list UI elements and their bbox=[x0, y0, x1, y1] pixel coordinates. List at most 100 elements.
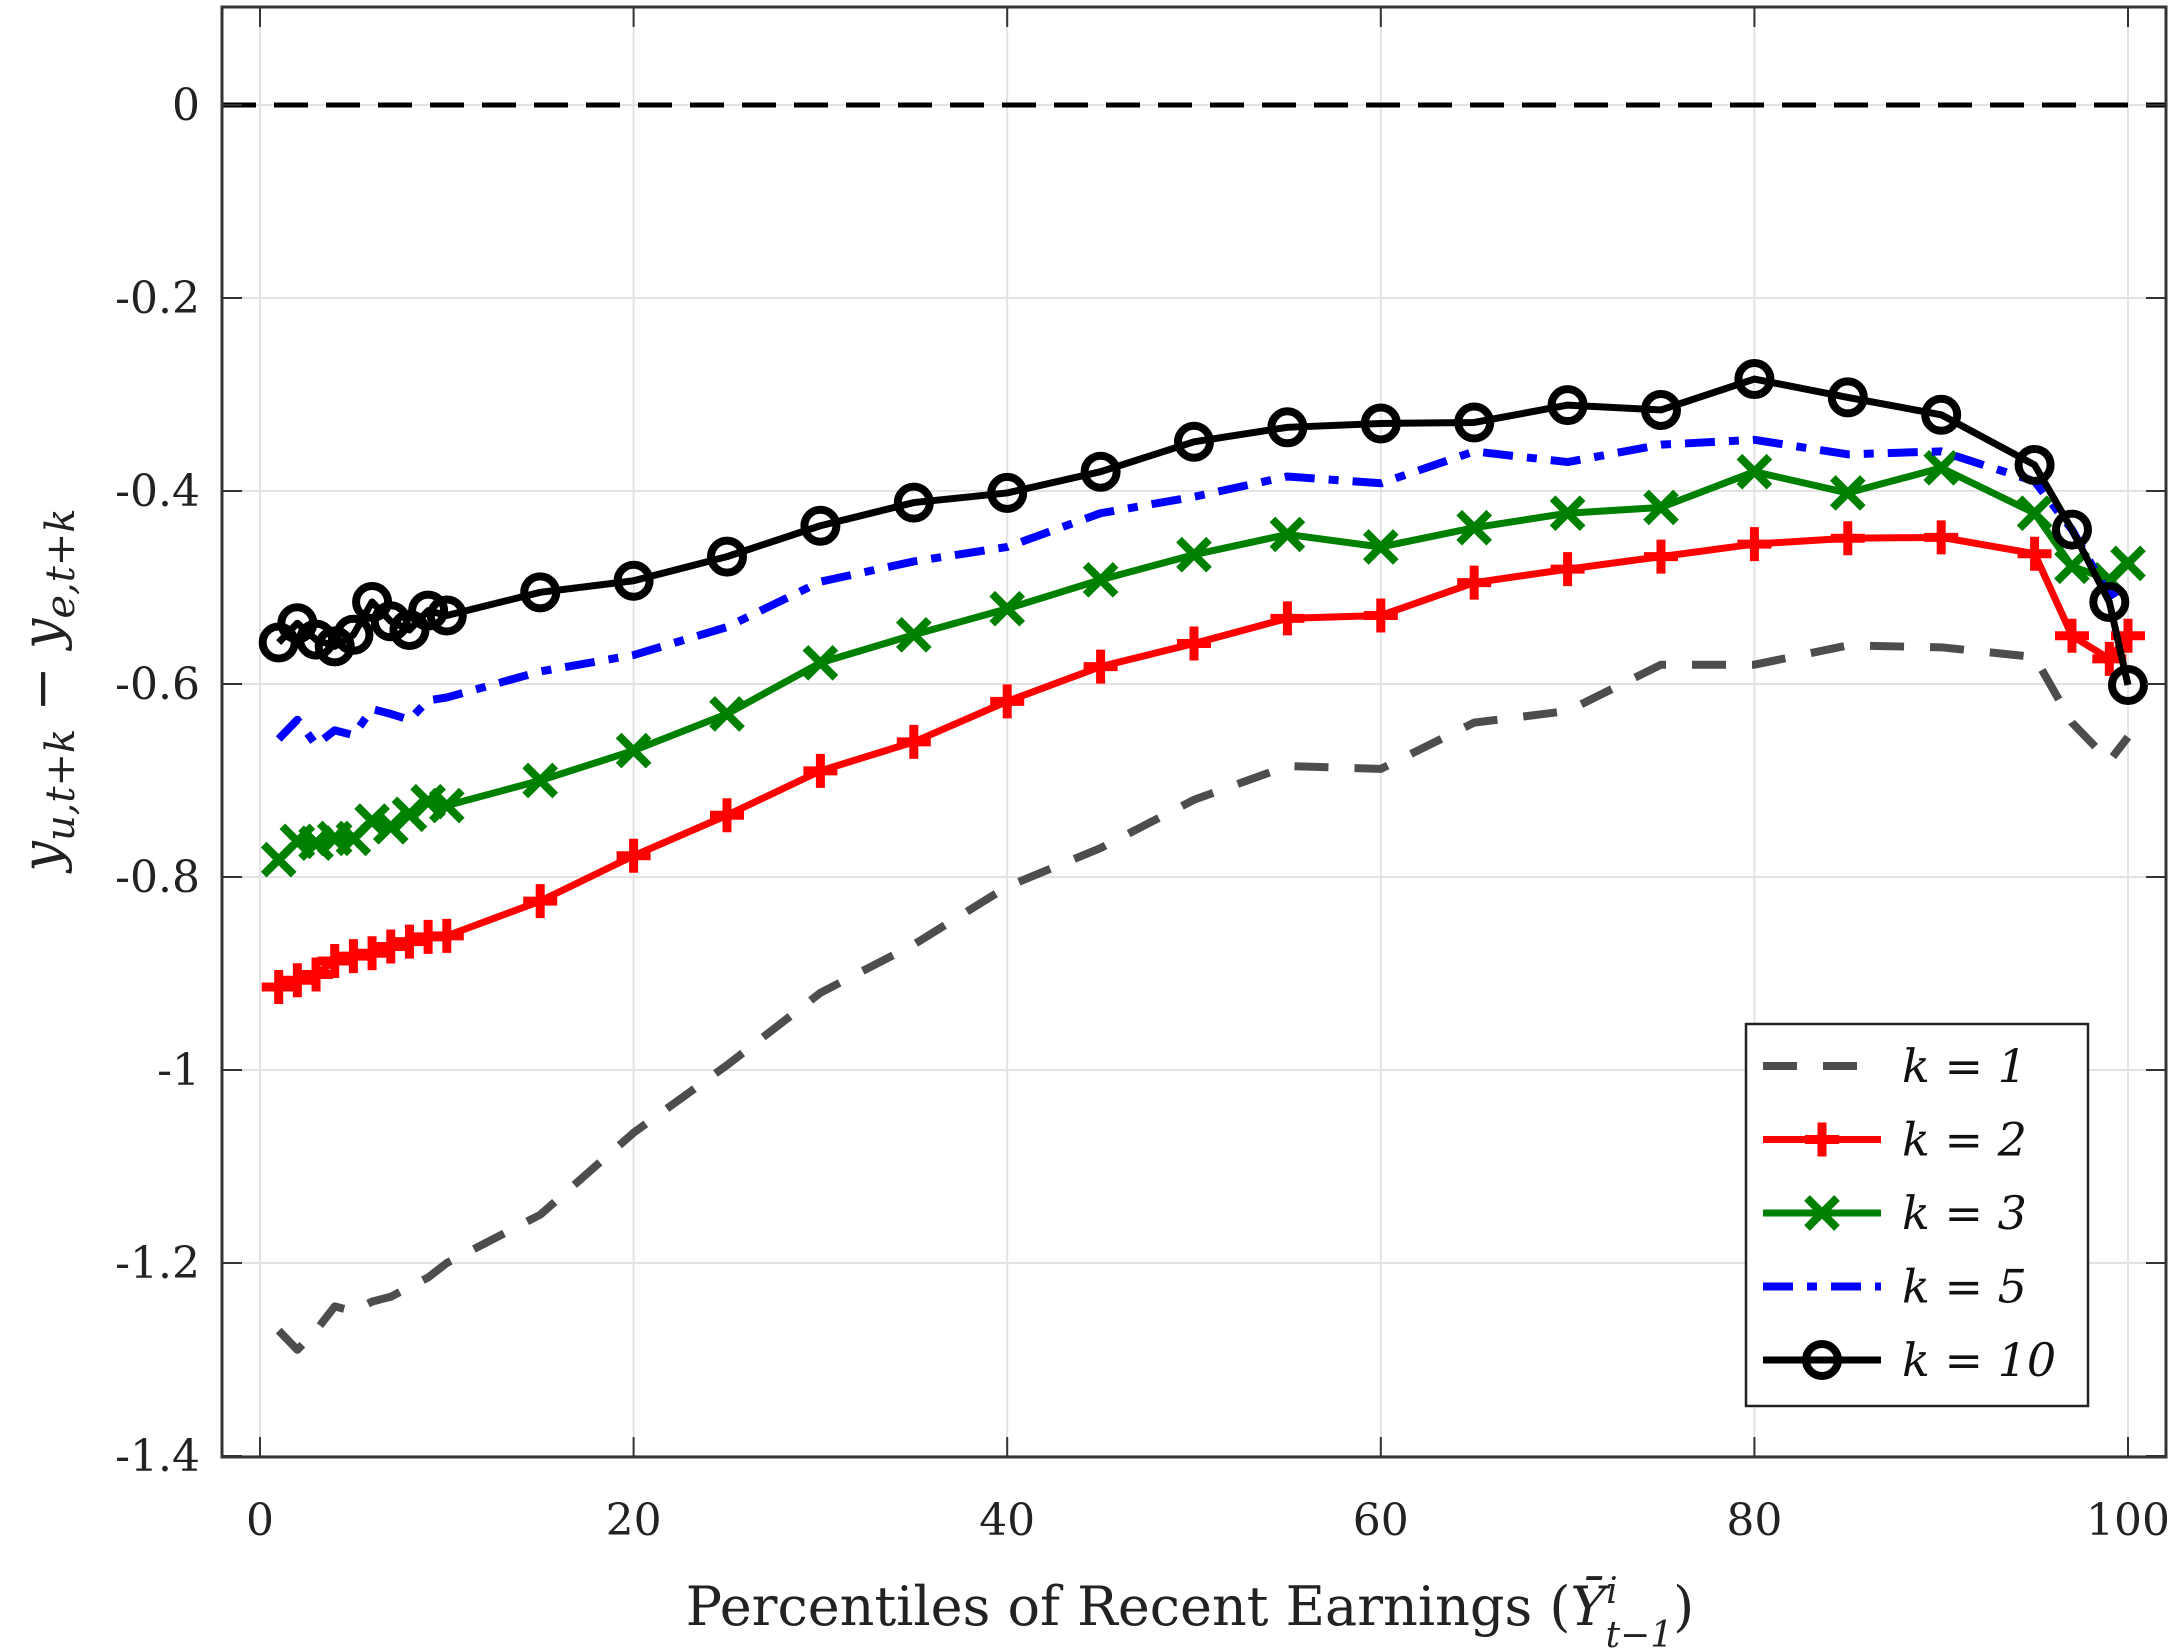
plus-marker bbox=[1270, 601, 1305, 636]
plus-marker bbox=[803, 753, 838, 788]
x-tick-label: 20 bbox=[606, 1495, 662, 1546]
y-tick-label: 0 bbox=[172, 80, 200, 131]
x-marker bbox=[391, 796, 428, 833]
plus-marker bbox=[429, 918, 464, 953]
plus-marker bbox=[1924, 520, 1959, 555]
plus-marker bbox=[710, 798, 744, 833]
plus-marker bbox=[1457, 565, 1492, 600]
x-marker bbox=[372, 808, 409, 845]
x-marker bbox=[1923, 450, 1960, 486]
circle-marker bbox=[520, 572, 561, 613]
circle-marker bbox=[1641, 389, 1681, 430]
plus-marker bbox=[355, 936, 390, 971]
plot-frame bbox=[220, 5, 2168, 1459]
plus-marker bbox=[392, 924, 427, 959]
x-marker bbox=[1829, 475, 1866, 511]
x-marker bbox=[522, 762, 559, 799]
ticks: 0 20 40 60 80 100 0 -0.2 -0.4 -0.6 -0.8 -1 -1.2 -1.4 bbox=[115, 7, 2170, 1546]
y-tick-label: -1.2 bbox=[115, 1238, 200, 1289]
plus-marker bbox=[373, 929, 408, 964]
legend-label: k = 3 bbox=[1902, 1186, 2027, 1240]
legend: k = 1 k = 2 k = 3 k = 5 k = 10 bbox=[1744, 1022, 2090, 1408]
circle-marker bbox=[2089, 581, 2130, 622]
plus-marker bbox=[1363, 598, 1398, 633]
plus-marker bbox=[261, 970, 296, 1005]
legend-label: k = 2 bbox=[1902, 1113, 2027, 1167]
series-k2 bbox=[261, 520, 2145, 1005]
x-marker bbox=[1269, 516, 1306, 553]
circle-marker bbox=[426, 595, 467, 636]
series-k10 bbox=[258, 359, 2148, 705]
legend-item: k = 2 bbox=[1763, 1113, 2027, 1167]
x-marker bbox=[1176, 536, 1212, 573]
series-k1 bbox=[275, 641, 2132, 1354]
x-marker bbox=[1549, 495, 1586, 532]
x-marker bbox=[428, 787, 465, 824]
plus-marker bbox=[990, 684, 1025, 719]
x-axis-label: Percentiles of Recent Earnings (Ȳi t−1) bbox=[686, 1571, 1694, 1652]
plus-marker bbox=[1083, 649, 1118, 684]
x-tick-label: 100 bbox=[2086, 1495, 2170, 1546]
legend-item: k = 10 bbox=[1763, 1333, 2056, 1387]
x-tick-label: 40 bbox=[979, 1495, 1035, 1546]
y-tick-label: -0.8 bbox=[115, 852, 200, 903]
series-line bbox=[277, 533, 2131, 991]
x-marker bbox=[1456, 509, 1493, 546]
legend-item: k = 5 bbox=[1763, 1260, 2027, 1314]
circle-marker bbox=[987, 472, 1028, 513]
circle-marker bbox=[1080, 451, 1121, 492]
circle-marker bbox=[1827, 377, 1868, 418]
circle-marker bbox=[408, 590, 449, 631]
y-tick-label: -0.6 bbox=[115, 659, 200, 710]
plus-marker bbox=[317, 943, 352, 978]
plus-marker bbox=[1805, 1122, 1839, 1157]
series-group bbox=[258, 359, 2148, 1354]
y-axis-label: yu,t+k − ye,t+k bbox=[10, 508, 84, 873]
x-tick-label: 60 bbox=[1353, 1495, 1409, 1546]
y-tick-label: -1 bbox=[157, 1045, 200, 1096]
circle-marker bbox=[707, 536, 747, 577]
circle-marker bbox=[2014, 444, 2055, 485]
x-marker bbox=[989, 590, 1026, 627]
plus-marker bbox=[280, 963, 315, 998]
plus-marker bbox=[523, 884, 558, 919]
plus-marker bbox=[1830, 521, 1865, 556]
x-marker bbox=[709, 696, 745, 732]
x-marker bbox=[1804, 1195, 1840, 1231]
x-marker bbox=[615, 732, 652, 769]
plus-marker bbox=[1644, 539, 1678, 574]
x-marker bbox=[1736, 453, 1773, 490]
x-marker bbox=[895, 616, 932, 653]
series-line bbox=[275, 435, 2131, 749]
x-marker bbox=[1362, 529, 1399, 565]
circle-marker bbox=[333, 614, 374, 655]
circle-marker bbox=[1454, 402, 1495, 443]
y-tick-label: -0.4 bbox=[115, 466, 200, 517]
legend-item: k = 1 bbox=[1763, 1039, 2027, 1093]
circle-marker bbox=[1360, 403, 1401, 444]
plus-marker bbox=[616, 838, 651, 873]
y-tick-label: -1.4 bbox=[115, 1431, 200, 1482]
series-k5 bbox=[275, 435, 2131, 749]
circle-marker bbox=[1921, 394, 1962, 435]
y-tick-label: -0.2 bbox=[115, 273, 200, 324]
plus-marker bbox=[1737, 527, 1772, 562]
circle-marker bbox=[2108, 664, 2148, 705]
x-tick-label: 80 bbox=[1726, 1495, 1782, 1546]
circle-marker bbox=[296, 619, 337, 660]
circle-marker bbox=[613, 560, 654, 601]
circle-marker bbox=[370, 601, 411, 642]
legend-label: k = 10 bbox=[1902, 1333, 2056, 1387]
circle-marker bbox=[2051, 509, 2092, 550]
x-tick-label: 0 bbox=[246, 1495, 274, 1546]
plus-marker bbox=[1177, 626, 1211, 661]
circle-marker bbox=[893, 482, 934, 523]
x-marker bbox=[2110, 545, 2146, 582]
legend-label: k = 1 bbox=[1902, 1039, 2027, 1093]
x-marker bbox=[2016, 495, 2053, 532]
plus-marker bbox=[896, 724, 931, 759]
circle-marker bbox=[1174, 421, 1214, 462]
plus-marker bbox=[2054, 618, 2089, 653]
circle-marker bbox=[1267, 407, 1308, 448]
